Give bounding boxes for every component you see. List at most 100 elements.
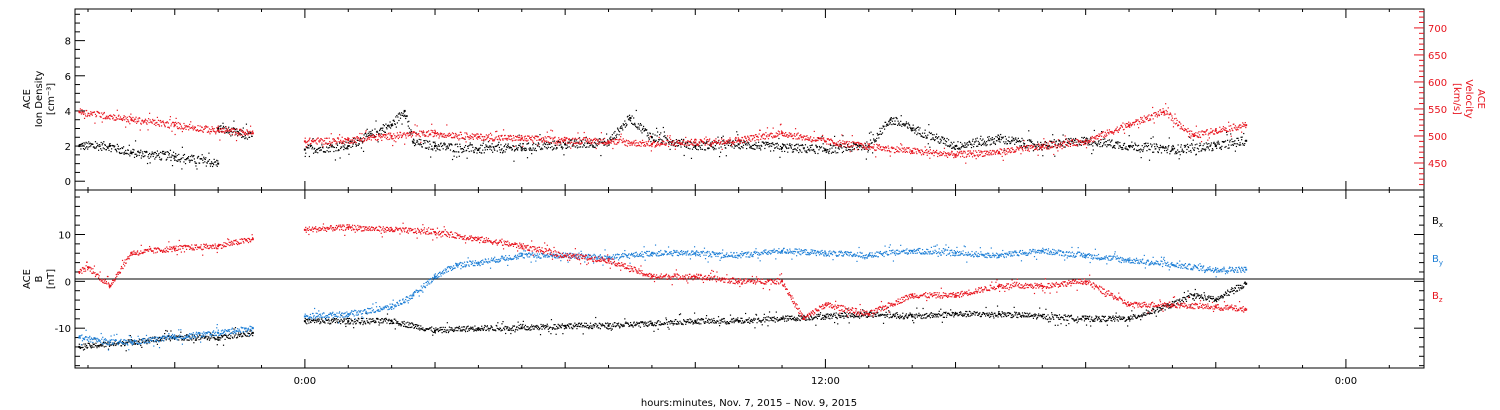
data-sample bbox=[535, 143, 537, 145]
data-sample bbox=[508, 145, 510, 148]
data-sample bbox=[367, 132, 369, 135]
data-sample bbox=[945, 141, 948, 143]
data-sample bbox=[384, 133, 387, 136]
data-sample bbox=[365, 131, 367, 133]
data-sample bbox=[1222, 140, 1224, 143]
data-sample bbox=[891, 146, 893, 148]
data-sample bbox=[656, 144, 658, 147]
data-sample bbox=[1235, 143, 1237, 145]
data-sample bbox=[936, 133, 938, 135]
data-sample bbox=[423, 140, 426, 142]
data-sample bbox=[382, 124, 384, 126]
data-sample bbox=[964, 152, 966, 154]
data-sample bbox=[1005, 149, 1007, 151]
data-sample bbox=[166, 121, 168, 123]
data-sample bbox=[805, 150, 808, 152]
data-sample bbox=[318, 140, 320, 142]
data-sample bbox=[1140, 116, 1142, 119]
data-sample bbox=[324, 137, 326, 139]
data-sample bbox=[950, 153, 952, 156]
data-sample bbox=[552, 137, 555, 139]
data-sample bbox=[494, 149, 496, 151]
data-sample bbox=[383, 125, 385, 127]
data-sample bbox=[708, 139, 710, 141]
data-sample bbox=[729, 137, 731, 139]
data-sample bbox=[531, 139, 533, 141]
data-sample bbox=[435, 135, 438, 137]
data-sample bbox=[754, 144, 757, 146]
data-sample bbox=[639, 123, 642, 125]
data-sample bbox=[343, 146, 345, 148]
data-sample bbox=[505, 137, 507, 140]
data-sample bbox=[630, 117, 632, 119]
data-sample bbox=[225, 130, 227, 132]
data-sample bbox=[248, 133, 250, 135]
data-sample bbox=[232, 131, 234, 133]
data-sample bbox=[229, 129, 231, 131]
data-sample bbox=[1133, 124, 1136, 126]
data-sample bbox=[495, 136, 497, 138]
data-sample bbox=[886, 124, 888, 127]
data-sample bbox=[970, 152, 972, 154]
data-sample bbox=[1236, 143, 1239, 145]
data-sample bbox=[447, 133, 449, 135]
data-sample bbox=[851, 146, 853, 148]
data-sample bbox=[321, 144, 323, 146]
data-sample bbox=[960, 147, 962, 149]
data-sample bbox=[621, 141, 623, 144]
data-sample bbox=[228, 130, 230, 132]
data-sample bbox=[1154, 112, 1156, 114]
data-sample bbox=[791, 134, 793, 136]
data-sample bbox=[127, 149, 129, 151]
data-sample bbox=[667, 145, 670, 148]
data-sample bbox=[490, 134, 493, 136]
data-sample bbox=[461, 147, 464, 150]
data-sample bbox=[803, 135, 806, 137]
data-sample bbox=[1141, 145, 1143, 147]
data-sample bbox=[1101, 145, 1103, 148]
data-sample bbox=[1066, 144, 1068, 147]
data-sample bbox=[247, 131, 250, 133]
data-sample bbox=[750, 147, 752, 149]
data-sample bbox=[1154, 115, 1156, 117]
data-sample bbox=[1119, 141, 1121, 144]
data-sample bbox=[111, 148, 113, 150]
data-sample bbox=[982, 151, 984, 153]
data-sample bbox=[760, 144, 762, 146]
data-sample bbox=[469, 144, 471, 146]
data-sample bbox=[873, 144, 875, 146]
data-sample bbox=[592, 144, 594, 147]
data-sample bbox=[1120, 146, 1123, 149]
data-sample bbox=[517, 135, 519, 137]
data-sample bbox=[589, 142, 592, 144]
data-sample bbox=[1115, 128, 1117, 130]
data-sample bbox=[177, 160, 179, 162]
data-sample bbox=[317, 319, 319, 321]
data-sample bbox=[420, 139, 422, 141]
data-sample bbox=[566, 144, 568, 146]
data-sample bbox=[487, 146, 489, 148]
data-sample bbox=[538, 138, 541, 140]
data-sample bbox=[967, 153, 969, 155]
data-sample bbox=[1177, 125, 1179, 127]
data-sample bbox=[649, 144, 651, 147]
data-sample bbox=[1055, 144, 1057, 146]
data-sample bbox=[1238, 144, 1241, 146]
data-sample bbox=[723, 139, 725, 141]
data-sample bbox=[1154, 146, 1156, 148]
data-sample bbox=[103, 112, 105, 115]
data-sample bbox=[693, 139, 696, 141]
data-sample bbox=[1170, 150, 1172, 152]
data-sample bbox=[1082, 137, 1085, 139]
data-sample bbox=[896, 118, 898, 120]
data-sample bbox=[856, 144, 859, 147]
data-sample bbox=[1227, 130, 1229, 133]
data-sample bbox=[83, 343, 85, 345]
data-sample bbox=[1235, 145, 1238, 148]
data-sample bbox=[926, 149, 928, 151]
data-sample bbox=[159, 119, 162, 122]
data-sample bbox=[615, 134, 617, 137]
data-sample bbox=[793, 133, 796, 135]
data-sample bbox=[242, 332, 244, 334]
data-sample bbox=[930, 152, 932, 154]
